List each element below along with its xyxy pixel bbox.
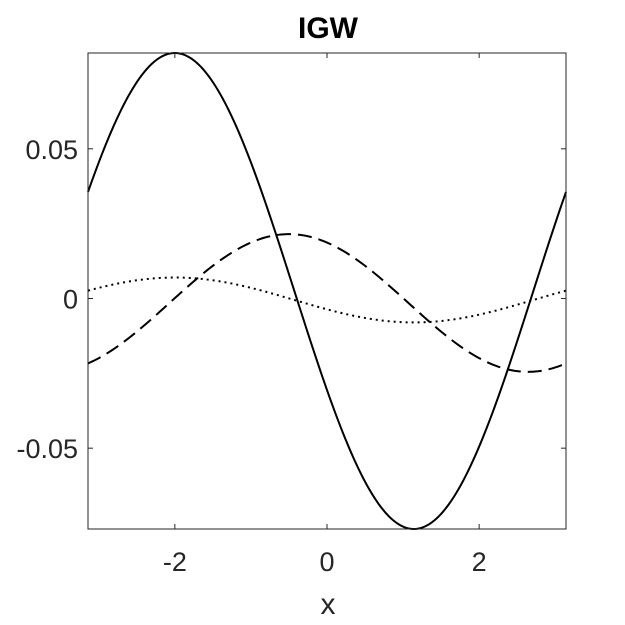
plot-area: -2 0 2 -0.05 0 0.05 [16,52,567,577]
y-tick-label: -0.05 [16,434,78,464]
series-layer [87,52,567,530]
series-line-solid [87,52,567,530]
chart-title: IGW [298,12,359,45]
x-axis-label: x [321,588,336,621]
x-tick-label: 2 [472,547,487,577]
y-tick-label: 0.05 [25,135,78,165]
x-tick-label: 0 [319,547,334,577]
x-tick-label: -2 [163,547,187,577]
tick-layer: -2 0 2 -0.05 0 0.05 [16,53,566,577]
y-tick-label: 0 [63,284,78,314]
series-line-dashed [87,233,567,373]
